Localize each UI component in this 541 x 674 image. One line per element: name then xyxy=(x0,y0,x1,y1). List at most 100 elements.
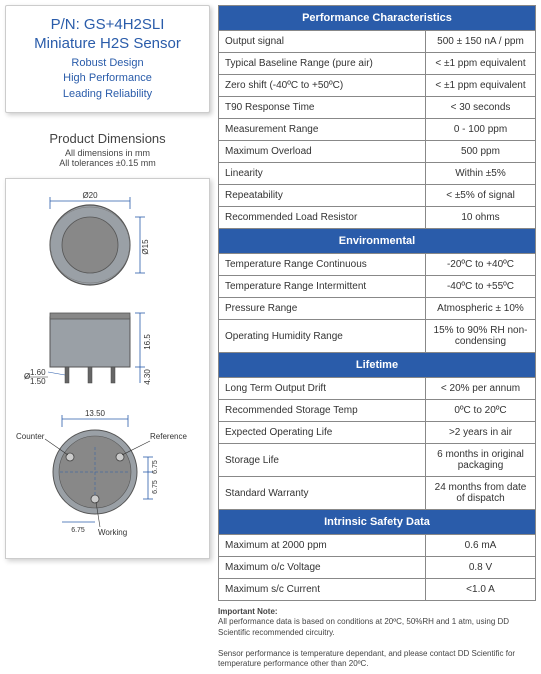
dim-pin-dia-top: 1.60 xyxy=(30,368,46,377)
spec-value: 0 - 100 ppm xyxy=(426,119,536,141)
product-subtitle: Miniature H2S Sensor xyxy=(12,35,203,52)
dimensions-sub1: All dimensions in mm xyxy=(5,148,210,158)
spec-key: Maximum at 2000 ppm xyxy=(219,535,426,557)
top-view-icon: Ø20 Ø15 xyxy=(50,191,150,285)
diagram-card: Ø20 Ø15 xyxy=(5,178,210,559)
isd-rows: Maximum at 2000 ppm0.6 mAMaximum o/c Vol… xyxy=(219,535,536,601)
spec-key: Expected Operating Life xyxy=(219,422,426,444)
dimensions-sub2: All tolerances ±0.15 mm xyxy=(5,158,210,168)
env-rows: Temperature Range Continuous-20ºC to +40… xyxy=(219,254,536,353)
perf-rows: Output signal500 ± 150 nA / ppmTypical B… xyxy=(219,31,536,229)
label-counter: Counter xyxy=(16,432,45,441)
table-row: LinearityWithin ±5% xyxy=(219,163,536,185)
bottom-view-icon: 13.50 Counter Reference Wor xyxy=(16,409,187,537)
label-reference: Reference xyxy=(150,432,187,441)
spec-key: Long Term Output Drift xyxy=(219,378,426,400)
spec-value: 24 months from date of dispatch xyxy=(426,477,536,510)
spec-value: 10 ohms xyxy=(426,207,536,229)
left-column: P/N: GS+4H2SLI Miniature H2S Sensor Robu… xyxy=(5,5,210,559)
spec-value: Atmospheric ± 10% xyxy=(426,298,536,320)
spec-key: Temperature Range Continuous xyxy=(219,254,426,276)
dim-inner-diameter: Ø15 xyxy=(141,239,150,255)
dim-top-diameter: Ø20 xyxy=(82,191,98,200)
dimensions-block: Product Dimensions All dimensions in mm … xyxy=(5,131,210,168)
tagline-3: Leading Reliability xyxy=(12,87,203,102)
spec-key: T90 Response Time xyxy=(219,97,426,119)
svg-text:Ø: Ø xyxy=(24,372,30,381)
table-row: Maximum at 2000 ppm0.6 mA xyxy=(219,535,536,557)
section-environmental: Environmental xyxy=(219,229,536,254)
spec-value: 500 ppm xyxy=(426,141,536,163)
table-row: Zero shift (-40ºC to +50ºC)< ±1 ppm equi… xyxy=(219,75,536,97)
header-card: P/N: GS+4H2SLI Miniature H2S Sensor Robu… xyxy=(5,5,210,113)
dim-pin-dia-bot: 1.50 xyxy=(30,377,46,386)
table-row: Operating Humidity Range15% to 90% RH no… xyxy=(219,320,536,353)
table-row: Repeatability< ±5% of signal xyxy=(219,185,536,207)
table-row: Recommended Storage Temp0ºC to 20ºC xyxy=(219,400,536,422)
table-row: Storage Life6 months in original packagi… xyxy=(219,444,536,477)
spec-key: Output signal xyxy=(219,31,426,53)
dim-side-height: 16.5 xyxy=(143,334,152,350)
spec-key: Maximum o/c Voltage xyxy=(219,557,426,579)
dim-bottom-half: 6.75 xyxy=(71,527,85,534)
table-row: T90 Response Time< 30 seconds xyxy=(219,97,536,119)
table-row: Maximum Overload500 ppm xyxy=(219,141,536,163)
spec-key: Maximum s/c Current xyxy=(219,579,426,601)
table-row: Expected Operating Life>2 years in air xyxy=(219,422,536,444)
datasheet-page: P/N: GS+4H2SLI Miniature H2S Sensor Robu… xyxy=(5,5,536,669)
spec-value: < ±1 ppm equivalent xyxy=(426,75,536,97)
tagline-2: High Performance xyxy=(12,71,203,86)
dim-bottom-h1: 6.75 xyxy=(152,460,159,474)
dimensions-heading: Product Dimensions xyxy=(5,131,210,146)
dim-bottom-h2: 6.75 xyxy=(152,480,159,494)
table-row: Output signal500 ± 150 nA / ppm xyxy=(219,31,536,53)
spec-value: < ±1 ppm equivalent xyxy=(426,53,536,75)
spec-value: < ±5% of signal xyxy=(426,185,536,207)
section-performance: Performance Characteristics xyxy=(219,6,536,31)
table-row: Temperature Range Continuous-20ºC to +40… xyxy=(219,254,536,276)
spec-key: Repeatability xyxy=(219,185,426,207)
side-view-icon: 16.5 4.30 1.60 1.50 Ø xyxy=(24,313,152,386)
spec-value: 15% to 90% RH non-condensing xyxy=(426,320,536,353)
footnote-line2: Sensor performance is temperature depend… xyxy=(218,649,515,668)
spec-key: Recommended Load Resistor xyxy=(219,207,426,229)
table-row: Standard Warranty24 months from date of … xyxy=(219,477,536,510)
life-rows: Long Term Output Drift< 20% per annumRec… xyxy=(219,378,536,510)
table-row: Maximum o/c Voltage0.8 V xyxy=(219,557,536,579)
spec-key: Maximum Overload xyxy=(219,141,426,163)
spec-value: >2 years in air xyxy=(426,422,536,444)
table-row: Pressure RangeAtmospheric ± 10% xyxy=(219,298,536,320)
label-working: Working xyxy=(98,528,127,537)
footnote: Important Note: All performance data is … xyxy=(218,607,536,669)
spec-key: Operating Humidity Range xyxy=(219,320,426,353)
footnote-title: Important Note: xyxy=(218,607,278,616)
dimension-diagram: Ø20 Ø15 xyxy=(10,187,205,547)
spec-value: 6 months in original packaging xyxy=(426,444,536,477)
spec-value: < 20% per annum xyxy=(426,378,536,400)
spec-key: Linearity xyxy=(219,163,426,185)
tagline-1: Robust Design xyxy=(12,56,203,71)
spec-key: Storage Life xyxy=(219,444,426,477)
part-number: P/N: GS+4H2SLI xyxy=(12,16,203,33)
table-row: Recommended Load Resistor10 ohms xyxy=(219,207,536,229)
spec-value: 500 ± 150 nA / ppm xyxy=(426,31,536,53)
spec-value: 0.8 V xyxy=(426,557,536,579)
spec-value: -20ºC to +40ºC xyxy=(426,254,536,276)
spec-value: Within ±5% xyxy=(426,163,536,185)
dim-pin-length: 4.30 xyxy=(143,369,152,385)
table-row: Measurement Range0 - 100 ppm xyxy=(219,119,536,141)
table-row: Temperature Range Intermittent-40ºC to +… xyxy=(219,276,536,298)
spec-key: Temperature Range Intermittent xyxy=(219,276,426,298)
spec-value: < 30 seconds xyxy=(426,97,536,119)
spec-key: Zero shift (-40ºC to +50ºC) xyxy=(219,75,426,97)
spec-table: Performance Characteristics Output signa… xyxy=(218,5,536,601)
spec-key: Typical Baseline Range (pure air) xyxy=(219,53,426,75)
spec-value: 0.6 mA xyxy=(426,535,536,557)
section-intrinsic: Intrinsic Safety Data xyxy=(219,510,536,535)
footnote-line1: All performance data is based on conditi… xyxy=(218,617,509,636)
section-lifetime: Lifetime xyxy=(219,353,536,378)
dim-bottom-width: 13.50 xyxy=(85,409,106,418)
right-column: Performance Characteristics Output signa… xyxy=(218,5,536,669)
spec-key: Standard Warranty xyxy=(219,477,426,510)
spec-value: -40ºC to +55ºC xyxy=(426,276,536,298)
